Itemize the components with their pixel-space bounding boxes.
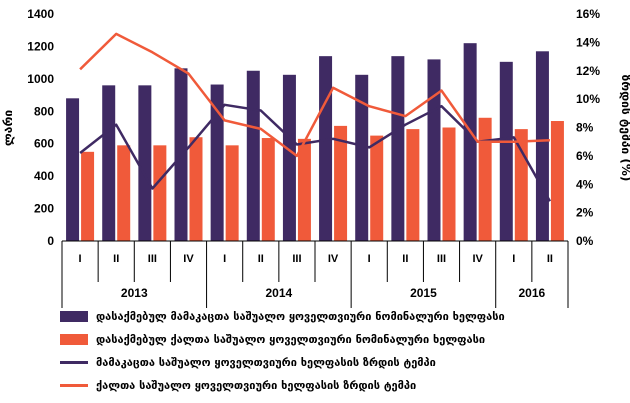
legend-label-women-growth: ქალთა საშუალო ყოველთვიური ხელფასის ზრდის…: [96, 379, 417, 392]
quarter-label: IV: [183, 253, 194, 265]
men-wage-bar: [102, 85, 116, 241]
right-tick-label: 0%: [576, 234, 594, 248]
women-wage-bar: [261, 138, 275, 241]
left-axis-title: ლარი: [1, 110, 15, 146]
legend-label-women-wage: დასაქმებულ ქალთა საშუალო ყოველთვიური ნომ…: [96, 333, 486, 346]
legend-swatch-women-wage: [60, 334, 88, 345]
men-wage-bar: [463, 43, 477, 241]
right-tick-label: 2%: [576, 206, 594, 220]
right-tick-label: 4%: [576, 177, 594, 191]
right-tick-label: 8%: [576, 121, 594, 135]
quarter-label: I: [79, 253, 82, 265]
right-tick-label: 6%: [576, 149, 594, 163]
left-tick-label: 1400: [27, 7, 54, 21]
men-wage-bar: [66, 98, 80, 241]
year-label: 2015: [410, 286, 437, 300]
quarter-label: I: [368, 253, 371, 265]
quarter-label: III: [148, 253, 157, 265]
left-tick-label: 800: [34, 104, 54, 118]
quarter-label: III: [292, 253, 301, 265]
legend-item-men-growth: მამაკაცთა საშუალო ყოველთვიური ხელფასის ზ…: [60, 352, 620, 373]
plot-area: 0 200 400 600 800 1000 1200 1400 0% 2% 4% 6% 8% 10% 12…: [27, 7, 600, 308]
women-wage-bar: [550, 121, 564, 241]
women-wage-bar: [81, 151, 95, 241]
women-wage-bar: [514, 129, 528, 241]
year-label: 2016: [519, 286, 546, 300]
men-wage-bar: [138, 85, 152, 241]
men-wage-bar: [355, 74, 369, 241]
year-label: 2014: [266, 286, 293, 300]
men-wage-bar: [499, 61, 513, 242]
right-tick-label: 16%: [576, 7, 600, 21]
quarter-label: II: [402, 253, 408, 265]
men-wage-bar: [391, 56, 405, 242]
quarter-label: I: [223, 253, 226, 265]
women-wage-bar: [225, 145, 239, 241]
year-label: 2013: [121, 286, 148, 300]
left-tick-label: 0: [47, 234, 54, 248]
legend-item-women-growth: ქალთა საშუალო ყოველთვიური ხელფასის ზრდის…: [60, 375, 620, 396]
men-wage-bar: [319, 56, 333, 242]
women-wage-bar: [478, 117, 492, 241]
men-wage-bar: [535, 51, 549, 241]
quarter-label: II: [258, 253, 264, 265]
women-growth-line: [79, 32, 550, 158]
legend-label-men-growth: მამაკაცთა საშუალო ყოველთვიური ხელფასის ზ…: [96, 356, 436, 369]
women-wage-bar: [297, 138, 311, 241]
left-tick-label: 600: [34, 137, 54, 151]
women-wage-bar: [370, 135, 384, 241]
right-tick-label: 14%: [576, 35, 600, 49]
men-growth-line: [79, 103, 551, 202]
right-tick-label: 10%: [576, 92, 600, 106]
men-wage-bar: [427, 59, 441, 242]
quarter-label: III: [437, 253, 446, 265]
women-wage-bar: [189, 137, 203, 241]
legend-swatch-men-wage: [60, 311, 88, 322]
women-wage-bar: [153, 145, 167, 241]
quarter-label: I: [512, 253, 515, 265]
left-tick-label: 1000: [27, 72, 54, 86]
legend-swatch-men-growth: [60, 361, 88, 364]
left-tick-label: 400: [34, 169, 54, 183]
right-tick-label: 12%: [576, 64, 600, 78]
legend: დასაქმებულ მამაკაცთა საშუალო ყოველთვიური…: [60, 306, 620, 398]
women-wage-bar: [334, 125, 348, 241]
legend-item-women-wage: დასაქმებულ ქალთა საშუალო ყოველთვიური ნომ…: [60, 329, 620, 350]
quarter-label: IV: [328, 253, 339, 265]
legend-label-men-wage: დასაქმებულ მამაკაცთა საშუალო ყოველთვიური…: [96, 310, 505, 323]
legend-swatch-women-growth: [60, 384, 88, 387]
right-axis-title: ზრდის ტემპი (%): [619, 75, 630, 182]
women-wage-bar: [442, 127, 456, 241]
wage-chart: 0 200 400 600 800 1000 1200 1400 0% 2% 4% 6% 8% 10% 12…: [1, 7, 630, 308]
men-wage-bar: [282, 74, 296, 241]
quarter-label: IV: [472, 253, 483, 265]
left-tick-label: 1200: [27, 39, 54, 53]
quarter-label: II: [547, 253, 553, 265]
women-wage-bar: [406, 129, 420, 241]
quarter-label: II: [113, 253, 119, 265]
women-wage-bar: [117, 145, 131, 241]
left-tick-label: 200: [34, 202, 54, 216]
legend-item-men-wage: დასაქმებულ მამაკაცთა საშუალო ყოველთვიური…: [60, 306, 620, 327]
men-wage-bar: [210, 84, 224, 242]
men-wage-bar: [246, 70, 260, 241]
